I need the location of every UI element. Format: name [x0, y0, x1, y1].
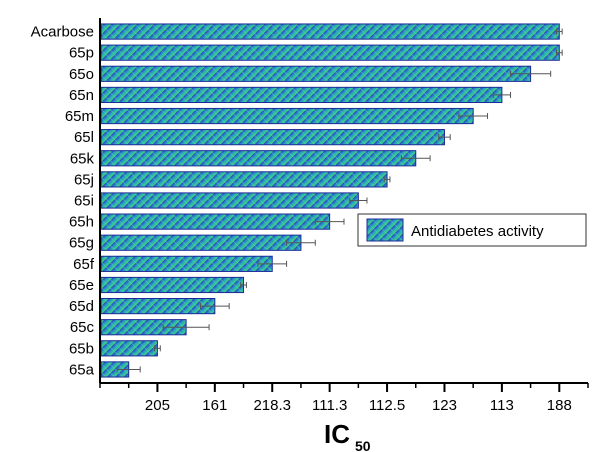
category-label-65c: 65c [70, 319, 95, 336]
x-tick-label: 161 [202, 397, 227, 414]
error-bar-65g [286, 239, 316, 246]
error-bar-65a [116, 366, 141, 373]
error-bar-65l [438, 134, 451, 141]
error-bar-65j [383, 176, 391, 183]
error-bar-65k [400, 155, 431, 162]
error-bar-65d [199, 303, 230, 310]
error-bar-65i [349, 197, 368, 204]
category-labels: Acarbose 65p 65o 65n 65m 65l 65k 65j 65i 65h 65g 65… [31, 24, 95, 379]
category-label-65l: 65l [74, 129, 94, 146]
bar-65d [100, 297, 216, 315]
bar-65n [100, 86, 503, 104]
bars-group [100, 23, 560, 378]
error-bar-65e [240, 281, 247, 288]
bar-65f [100, 255, 273, 272]
bar-65k [100, 150, 417, 167]
category-label-65j: 65j [74, 171, 94, 188]
bar-65m [100, 107, 474, 125]
x-tick-label: 113 [490, 397, 514, 414]
category-label-65a: 65a [69, 361, 95, 378]
category-label-65h: 65h [69, 214, 94, 231]
error-bar-65o [509, 70, 552, 77]
x-axis-label: IC [324, 419, 350, 449]
legend: Antidiabetes activity [357, 213, 587, 247]
category-label-65f: 65f [73, 256, 95, 273]
category-label-65d: 65d [69, 298, 94, 315]
category-label-acarbose: Acarbose [31, 24, 94, 41]
error-bar-65f [257, 260, 288, 267]
category-label-65n: 65n [69, 87, 94, 104]
category-label-65k: 65k [70, 150, 95, 167]
x-axis-label-subscript: 50 [355, 438, 371, 452]
bar-65h [100, 213, 331, 230]
category-label-65e: 65e [69, 277, 94, 294]
error-bar-65p [555, 49, 563, 56]
bar-65e [100, 276, 245, 294]
x-tick-label: 111.3 [312, 397, 347, 414]
bar-65l [100, 129, 445, 146]
category-label-65i: 65i [74, 193, 94, 210]
bar-65b [100, 340, 158, 357]
x-axis-title: IC 50 [324, 419, 371, 452]
error-bar-65n [492, 91, 511, 98]
bar-65j [100, 171, 388, 188]
legend-swatch [366, 218, 404, 242]
category-label-65o: 65o [69, 66, 94, 83]
axes [99, 18, 588, 384]
bar-65g [100, 234, 302, 251]
x-tick-label: 112.5 [369, 397, 405, 414]
bar-65i [100, 192, 359, 209]
x-tick-label: 123 [432, 397, 457, 414]
error-bars-group [116, 28, 563, 373]
bar-acarbose [100, 23, 560, 40]
error-bar-65m [458, 113, 489, 120]
x-tick-label: 188 [547, 397, 572, 414]
category-label-65b: 65b [69, 340, 94, 357]
x-tick-label: 205 [145, 397, 170, 414]
bar-65p [100, 44, 560, 61]
category-label-65p: 65p [69, 45, 94, 62]
error-bar-65h [314, 218, 345, 225]
error-bar-65b [154, 345, 161, 352]
error-bar-65c [162, 324, 210, 331]
category-label-65g: 65g [69, 235, 94, 252]
legend-label: Antidiabetes activity [411, 223, 544, 240]
error-bar-acarbose [555, 28, 563, 35]
category-label-65m: 65m [65, 108, 94, 125]
bar-65o [100, 65, 532, 82]
x-tick-label: 218.3 [253, 397, 291, 414]
x-ticks: 205 161 218.3 111.3 112.5 123 113 188 [99, 383, 589, 414]
